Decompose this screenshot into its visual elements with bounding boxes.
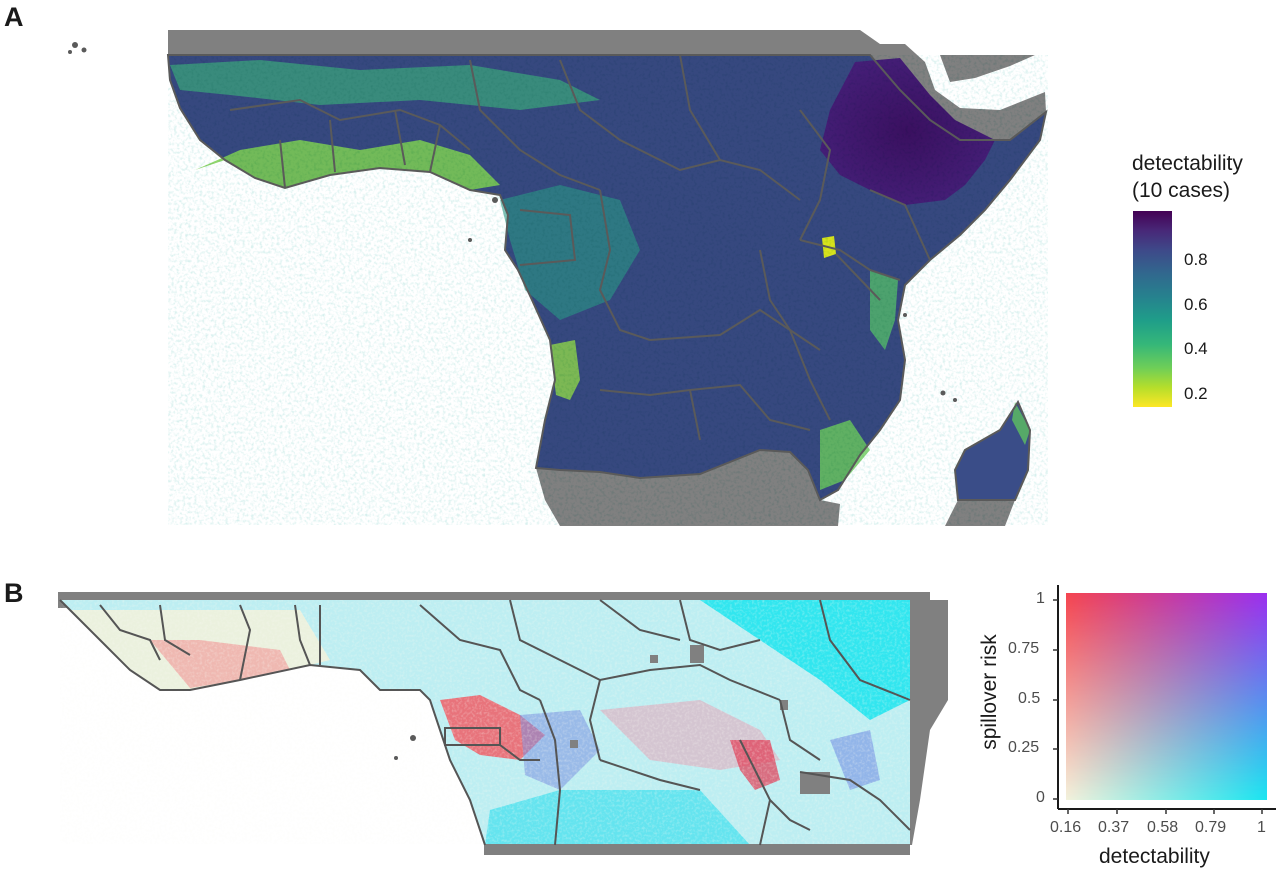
legend-a-title-line1: detectability bbox=[1132, 152, 1243, 175]
panel-a-map bbox=[68, 30, 1048, 526]
legend-a-title: detectability (10 cases) bbox=[1132, 150, 1243, 204]
map-a-texture bbox=[168, 55, 1048, 525]
legend-b-y-tick: 1 bbox=[1036, 590, 1045, 607]
panel-b-map bbox=[58, 592, 948, 855]
madagascar-surface bbox=[955, 402, 1030, 500]
country-borders-b bbox=[59, 599, 911, 846]
legend-b-x-tick: 0.37 bbox=[1098, 819, 1130, 836]
legend-b-x-tick: 1 bbox=[1257, 819, 1266, 836]
legend-b-x-tick: 0.16 bbox=[1050, 819, 1082, 836]
legend-b-x-tick: 0.79 bbox=[1195, 819, 1227, 836]
legend-b-y-tick: 0 bbox=[1036, 789, 1045, 806]
masked-land-b-right bbox=[910, 600, 948, 845]
masked-land-b-bottom bbox=[484, 843, 910, 855]
legend-b-x-tick: 0.58 bbox=[1147, 819, 1179, 836]
country-borders-a bbox=[166, 54, 1048, 502]
gray-lakes-b bbox=[570, 645, 830, 794]
legend-b-y-tick: 0.25 bbox=[1008, 739, 1040, 756]
panel-label-b: B bbox=[4, 578, 24, 608]
islands-b bbox=[394, 735, 416, 760]
legend-a-tick: 0.4 bbox=[1184, 339, 1208, 358]
legend-b-y-tick: 0.5 bbox=[1018, 690, 1041, 707]
legend-a-title-line2: (10 cases) bbox=[1132, 179, 1231, 202]
legend-a-tick: 0.6 bbox=[1184, 295, 1208, 314]
legend-a-colorbar bbox=[1133, 211, 1172, 407]
legend-b-x-title: detectability bbox=[1099, 845, 1210, 868]
panel-label-a: A bbox=[4, 2, 24, 32]
legend-a-tick: 0.8 bbox=[1184, 250, 1208, 269]
legend-b-y-tick: 0.75 bbox=[1008, 640, 1040, 657]
islands-a bbox=[68, 42, 957, 402]
legend-b-y-title: spillover risk bbox=[978, 634, 1001, 750]
map-b-texture bbox=[60, 600, 910, 844]
madagascar-green-coast bbox=[1012, 402, 1030, 445]
legend-a-tick: 0.2 bbox=[1184, 384, 1208, 403]
bivariate-legend bbox=[1053, 585, 1276, 814]
